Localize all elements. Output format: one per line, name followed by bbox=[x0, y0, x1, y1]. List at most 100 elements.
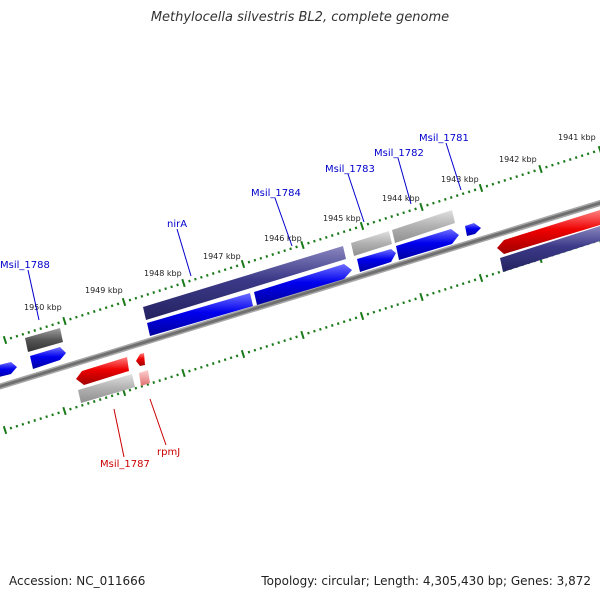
scale-minor-tick bbox=[443, 287, 447, 291]
scale-major-tick bbox=[597, 145, 600, 154]
scale-label-1944: 1944 kbp bbox=[382, 194, 420, 203]
gene-msil-1781-forward[interactable] bbox=[465, 223, 481, 236]
genome-backbone bbox=[0, 199, 600, 390]
scale-minor-tick bbox=[259, 346, 263, 350]
scale-label-1948: 1948 kbp bbox=[144, 269, 182, 278]
scale-minor-tick bbox=[461, 282, 465, 286]
scale-minor-tick bbox=[57, 411, 60, 415]
scale-minor-tick bbox=[307, 331, 310, 335]
gene-rpmj-pseudo[interactable] bbox=[139, 370, 150, 386]
scale-minor-tick bbox=[152, 381, 156, 384]
scale-major-tick bbox=[121, 297, 127, 307]
gene-left-edge-forward[interactable] bbox=[0, 362, 17, 378]
scale-minor-tick bbox=[473, 278, 477, 282]
gene-msil-1788-pseudo[interactable] bbox=[25, 328, 63, 352]
scale-minor-tick bbox=[39, 327, 43, 331]
gene-msil-1784-gene[interactable] bbox=[143, 246, 346, 320]
scale-major-tick bbox=[359, 221, 365, 231]
scale-minor-tick bbox=[390, 305, 394, 308]
upper-features bbox=[0, 210, 600, 378]
map-title: Methylocella silvestris BL2, complete ge… bbox=[150, 10, 450, 25]
gene-msil-1782-forward[interactable] bbox=[396, 229, 459, 260]
scale-minor-tick bbox=[81, 313, 84, 317]
gene-labels: Msil_1781 Msil_1782 Msil_1783 Msil_1784 … bbox=[0, 133, 469, 470]
scale-minor-tick bbox=[15, 334, 19, 338]
scale-minor-tick bbox=[170, 285, 173, 289]
gene-rpmj-reverse[interactable] bbox=[136, 353, 145, 366]
scale-minor-tick bbox=[289, 337, 292, 341]
scale-label-1942: 1942 kbp bbox=[499, 155, 537, 164]
scale-minor-tick bbox=[27, 330, 31, 334]
gene-msil-1788-forward[interactable] bbox=[30, 347, 66, 369]
scale-minor-tick bbox=[140, 294, 144, 298]
label-msil-1788[interactable]: Msil_1788 bbox=[0, 260, 50, 271]
scale-minor-tick bbox=[110, 394, 114, 398]
scale-minor-tick bbox=[592, 150, 596, 154]
gene-right-edge-forward[interactable] bbox=[500, 226, 600, 272]
gene-nira-forward[interactable] bbox=[147, 293, 253, 336]
scale-minor-tick bbox=[81, 403, 84, 407]
scale-minor-tick bbox=[283, 339, 286, 343]
scale-major-tick bbox=[62, 406, 67, 416]
scale-minor-tick bbox=[92, 400, 96, 403]
scale-minor-tick bbox=[562, 159, 566, 163]
scale-minor-tick bbox=[336, 322, 340, 326]
gene-msil-1787-pseudo[interactable] bbox=[78, 374, 135, 403]
gene-msil-1787-reverse[interactable] bbox=[76, 357, 129, 385]
scale-minor-tick bbox=[170, 375, 173, 379]
scale-minor-tick bbox=[45, 415, 48, 419]
scale-minor-tick bbox=[128, 388, 132, 392]
scale-minor-tick bbox=[45, 325, 48, 329]
scale-minor-tick bbox=[568, 158, 572, 161]
scale-minor-tick bbox=[473, 188, 477, 192]
scale-minor-tick bbox=[396, 213, 400, 217]
scale-minor-tick bbox=[402, 211, 405, 215]
scale-minor-tick bbox=[283, 249, 286, 253]
scale-minor-tick bbox=[330, 234, 334, 237]
scale-minor-tick bbox=[485, 184, 489, 188]
label-msil-1784[interactable]: Msil_1784 bbox=[251, 188, 301, 199]
scale-minor-tick bbox=[348, 228, 352, 232]
scale-minor-tick bbox=[574, 156, 578, 160]
scale-minor-tick bbox=[438, 199, 441, 203]
gene-msil-1783-pseudo[interactable] bbox=[351, 231, 392, 256]
scale-minor-tick bbox=[271, 253, 275, 256]
scale-minor-tick bbox=[580, 154, 584, 158]
scale-minor-tick bbox=[533, 169, 536, 173]
label-msil-1781[interactable]: Msil_1781 bbox=[419, 133, 469, 144]
scale-minor-tick bbox=[449, 196, 453, 199]
scale-minor-tick bbox=[128, 298, 132, 302]
scale-label-1941: 1941 kbp bbox=[558, 133, 596, 142]
scale-minor-tick bbox=[586, 152, 590, 156]
gene-right-edge-reverse[interactable] bbox=[497, 210, 600, 254]
gene-msil-1783-forward[interactable] bbox=[357, 249, 396, 272]
scale-major-tick bbox=[240, 349, 246, 359]
scale-minor-tick bbox=[57, 321, 60, 325]
scale-major-tick bbox=[419, 202, 424, 212]
scale-minor-tick bbox=[426, 203, 429, 207]
scale-minor-tick bbox=[313, 239, 316, 243]
scale-label-1945: 1945 kbp bbox=[323, 214, 361, 223]
scale-minor-tick bbox=[277, 341, 281, 345]
scale-minor-tick bbox=[247, 350, 251, 354]
scale-minor-tick bbox=[378, 308, 382, 312]
scale-minor-tick bbox=[217, 360, 221, 364]
gene-msil-1784-forward[interactable] bbox=[254, 264, 352, 305]
scale-minor-tick bbox=[235, 354, 239, 358]
label-msil-1787[interactable]: Msil_1787 bbox=[100, 459, 150, 470]
scale-minor-tick bbox=[104, 306, 108, 310]
label-msil-1782[interactable]: Msil_1782 bbox=[374, 148, 424, 159]
label-msil-1783[interactable]: Msil_1783 bbox=[325, 164, 375, 175]
scale-minor-tick bbox=[188, 279, 191, 283]
label-nira[interactable]: nirA bbox=[167, 219, 187, 230]
scale-minor-tick bbox=[342, 320, 346, 324]
gene-msil-1782-pseudo[interactable] bbox=[392, 210, 455, 243]
scale-major-tick bbox=[419, 292, 424, 302]
scale-labels: 1941 kbp 1942 kbp 1943 kbp 1944 kbp 1945… bbox=[24, 133, 596, 312]
label-rpmj[interactable]: rpmJ bbox=[157, 447, 180, 458]
scale-minor-tick bbox=[86, 311, 90, 315]
accession-text: Accession: NC_011666 bbox=[9, 574, 146, 588]
scale-minor-tick bbox=[116, 302, 120, 306]
scale-minor-tick bbox=[164, 287, 167, 291]
scale-minor-tick bbox=[414, 297, 417, 301]
